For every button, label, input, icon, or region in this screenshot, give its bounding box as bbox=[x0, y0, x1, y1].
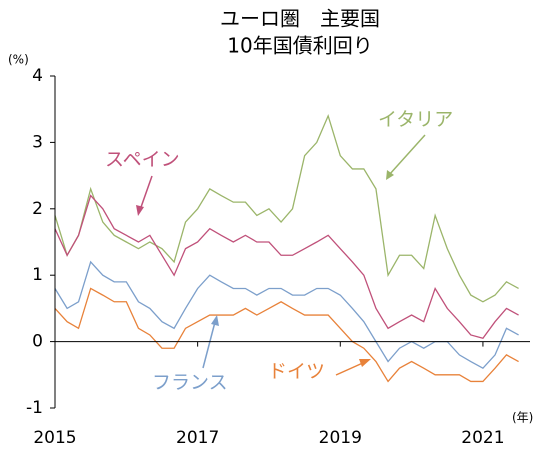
series-line bbox=[54, 260, 519, 369]
arrowhead bbox=[211, 315, 219, 326]
arrow bbox=[335, 361, 366, 376]
x-tick-label: 2021 bbox=[461, 428, 504, 448]
y-tick-label: 0 bbox=[32, 332, 43, 352]
arrowhead bbox=[359, 359, 371, 367]
x-tick-label: 2015 bbox=[33, 428, 76, 448]
y-tick-label: 2 bbox=[32, 199, 43, 219]
series-line bbox=[54, 287, 519, 383]
chart-subtitle: 10年国債利回り bbox=[227, 34, 372, 58]
annotation: スペイン bbox=[105, 149, 180, 171]
y-tick-label: 1 bbox=[32, 265, 43, 285]
chart-title: ユーロ圏 主要国 bbox=[220, 7, 380, 31]
x-axis-label: (年) bbox=[512, 411, 533, 425]
x-tick-label: 2019 bbox=[319, 428, 362, 448]
series-line bbox=[54, 113, 519, 303]
x-tick-label: 2017 bbox=[176, 428, 219, 448]
annotation: ドイツ bbox=[268, 361, 325, 383]
y-axis-label: (%) bbox=[8, 53, 29, 67]
y-tick-label: -1 bbox=[26, 398, 43, 418]
arrowhead bbox=[386, 170, 394, 180]
arrowhead bbox=[136, 205, 144, 216]
annotation: イタリア bbox=[378, 109, 453, 131]
annotation: フランス bbox=[152, 372, 228, 394]
y-tick-label: 4 bbox=[32, 66, 43, 86]
arrow bbox=[202, 321, 216, 369]
y-tick-label: 3 bbox=[32, 132, 43, 152]
arrow bbox=[139, 175, 153, 211]
series-line bbox=[54, 194, 519, 340]
arrow bbox=[388, 134, 426, 176]
